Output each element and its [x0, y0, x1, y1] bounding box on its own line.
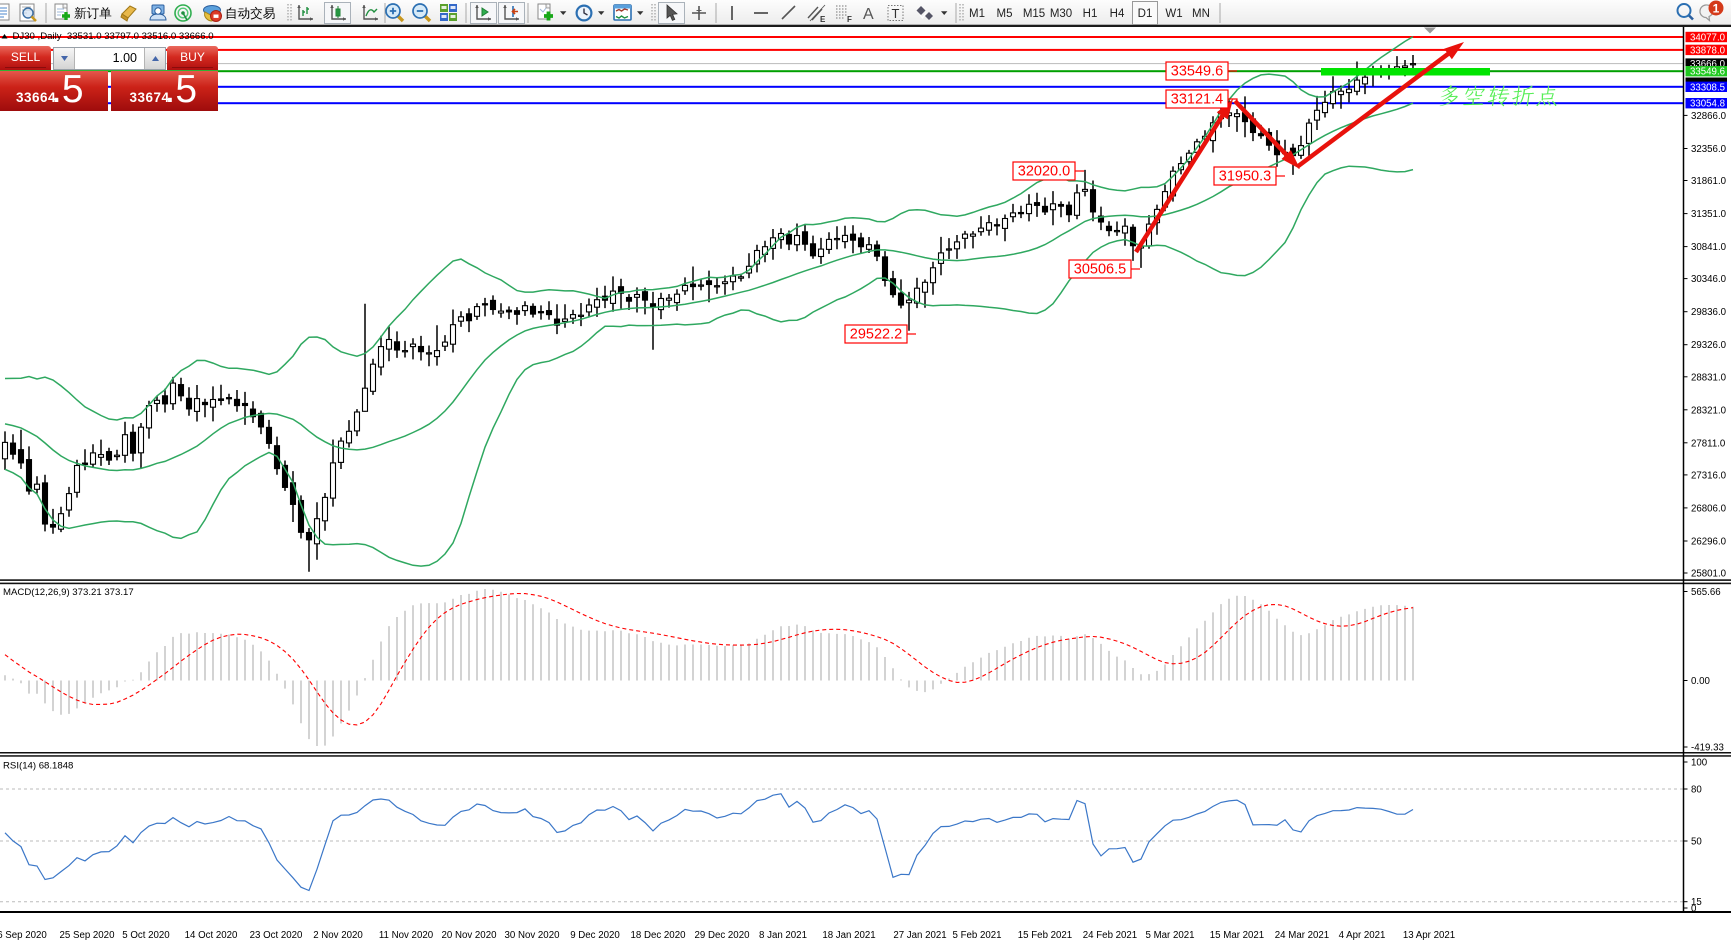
svg-text:30506.5: 30506.5: [1074, 262, 1126, 278]
svg-text:13 Apr 2021: 13 Apr 2021: [1403, 930, 1455, 941]
svg-text:565.66: 565.66: [1691, 587, 1721, 598]
svg-text:M30: M30: [1050, 8, 1072, 20]
svg-text:5 Feb 2021: 5 Feb 2021: [952, 930, 1001, 941]
svg-text:1: 1: [1713, 2, 1720, 16]
svg-text:M5: M5: [997, 8, 1013, 20]
svg-text:T: T: [892, 6, 900, 21]
svg-text:F: F: [847, 15, 852, 24]
svg-text:15 Mar 2021: 15 Mar 2021: [1210, 930, 1264, 941]
svg-text:33666.0: 33666.0: [1690, 59, 1726, 70]
svg-text:32866.0: 32866.0: [1691, 111, 1727, 122]
svg-text:-419.33: -419.33: [1691, 743, 1724, 754]
svg-text:29326.0: 29326.0: [1691, 340, 1727, 351]
svg-text:M15: M15: [1023, 8, 1045, 20]
svg-text:27 Jan 2021: 27 Jan 2021: [893, 930, 946, 941]
svg-text:RSI(14) 68.1848: RSI(14) 68.1848: [3, 761, 73, 772]
svg-text:5 Oct 2020: 5 Oct 2020: [122, 930, 170, 941]
svg-text:100: 100: [1691, 758, 1708, 769]
svg-text:33121.4: 33121.4: [1171, 92, 1223, 108]
svg-text:H4: H4: [1110, 8, 1125, 20]
svg-text:15 Feb 2021: 15 Feb 2021: [1018, 930, 1072, 941]
svg-text:28321.0: 28321.0: [1691, 405, 1727, 416]
svg-text:4 Apr 2021: 4 Apr 2021: [1339, 930, 1386, 941]
svg-text:27811.0: 27811.0: [1691, 438, 1726, 449]
svg-text:26296.0: 26296.0: [1691, 537, 1727, 548]
svg-text:31861.0: 31861.0: [1691, 176, 1727, 187]
svg-text:20 Nov 2020: 20 Nov 2020: [442, 930, 498, 941]
svg-text:33549.6: 33549.6: [1690, 67, 1725, 78]
svg-text:26806.0: 26806.0: [1691, 503, 1727, 514]
svg-text:E: E: [820, 15, 826, 24]
svg-text:A: A: [863, 6, 874, 23]
svg-text:31950.3: 31950.3: [1219, 169, 1271, 185]
svg-text:M1: M1: [969, 8, 985, 20]
svg-text:18 Jan 2021: 18 Jan 2021: [822, 930, 875, 941]
svg-text:33054.8: 33054.8: [1690, 99, 1725, 110]
svg-text:29 Dec 2020: 29 Dec 2020: [695, 930, 751, 941]
svg-text:30346.0: 30346.0: [1691, 274, 1727, 285]
svg-text:80: 80: [1691, 785, 1702, 796]
svg-text:18 Dec 2020: 18 Dec 2020: [631, 930, 687, 941]
svg-text:27316.0: 27316.0: [1691, 470, 1727, 481]
svg-text:32356.0: 32356.0: [1691, 144, 1727, 155]
svg-text:30841.0: 30841.0: [1691, 242, 1727, 253]
svg-text:34077.0: 34077.0: [1690, 33, 1726, 44]
svg-text:D1: D1: [1138, 8, 1153, 20]
svg-text:0.00: 0.00: [1691, 676, 1710, 687]
svg-text:30 Nov 2020: 30 Nov 2020: [505, 930, 561, 941]
svg-text:9 Dec 2020: 9 Dec 2020: [570, 930, 620, 941]
svg-text:11 Nov 2020: 11 Nov 2020: [379, 930, 434, 941]
svg-text:28831.0: 28831.0: [1691, 372, 1727, 383]
svg-text:25801.0: 25801.0: [1691, 569, 1727, 580]
svg-text:15: 15: [1691, 897, 1702, 908]
svg-text:25 Sep 2020: 25 Sep 2020: [60, 930, 116, 941]
svg-text:23 Oct 2020: 23 Oct 2020: [250, 930, 303, 941]
svg-text:W1: W1: [1165, 8, 1182, 20]
svg-text:29836.0: 29836.0: [1691, 307, 1727, 318]
svg-text:32020.0: 32020.0: [1018, 164, 1070, 180]
svg-text:MN: MN: [1192, 8, 1210, 20]
svg-text:29522.2: 29522.2: [850, 327, 902, 343]
svg-text:24 Mar 2021: 24 Mar 2021: [1275, 930, 1329, 941]
svg-text:33308.5: 33308.5: [1690, 82, 1725, 93]
svg-text:MACD(12,26,9) 373.21 373.17: MACD(12,26,9) 373.21 373.17: [3, 587, 134, 598]
svg-text:5 Mar 2021: 5 Mar 2021: [1145, 930, 1194, 941]
svg-text:6 Sep 2020: 6 Sep 2020: [0, 930, 47, 941]
svg-text:2 Nov 2020: 2 Nov 2020: [313, 930, 363, 941]
svg-text:14 Oct 2020: 14 Oct 2020: [185, 930, 238, 941]
svg-text:24 Feb 2021: 24 Feb 2021: [1083, 930, 1137, 941]
svg-text:H1: H1: [1083, 8, 1098, 20]
svg-text:50: 50: [1691, 837, 1702, 848]
svg-text:0: 0: [1691, 904, 1697, 915]
svg-text:33878.0: 33878.0: [1690, 45, 1726, 56]
svg-text:DJ30 ,Daily 33531.0 33797.0 3: DJ30 ,Daily 33531.0 33797.0 33516.0 3366…: [13, 31, 214, 42]
svg-text:31351.0: 31351.0: [1691, 209, 1727, 220]
svg-text:8 Jan 2021: 8 Jan 2021: [759, 930, 807, 941]
svg-text:33549.6: 33549.6: [1171, 64, 1223, 80]
